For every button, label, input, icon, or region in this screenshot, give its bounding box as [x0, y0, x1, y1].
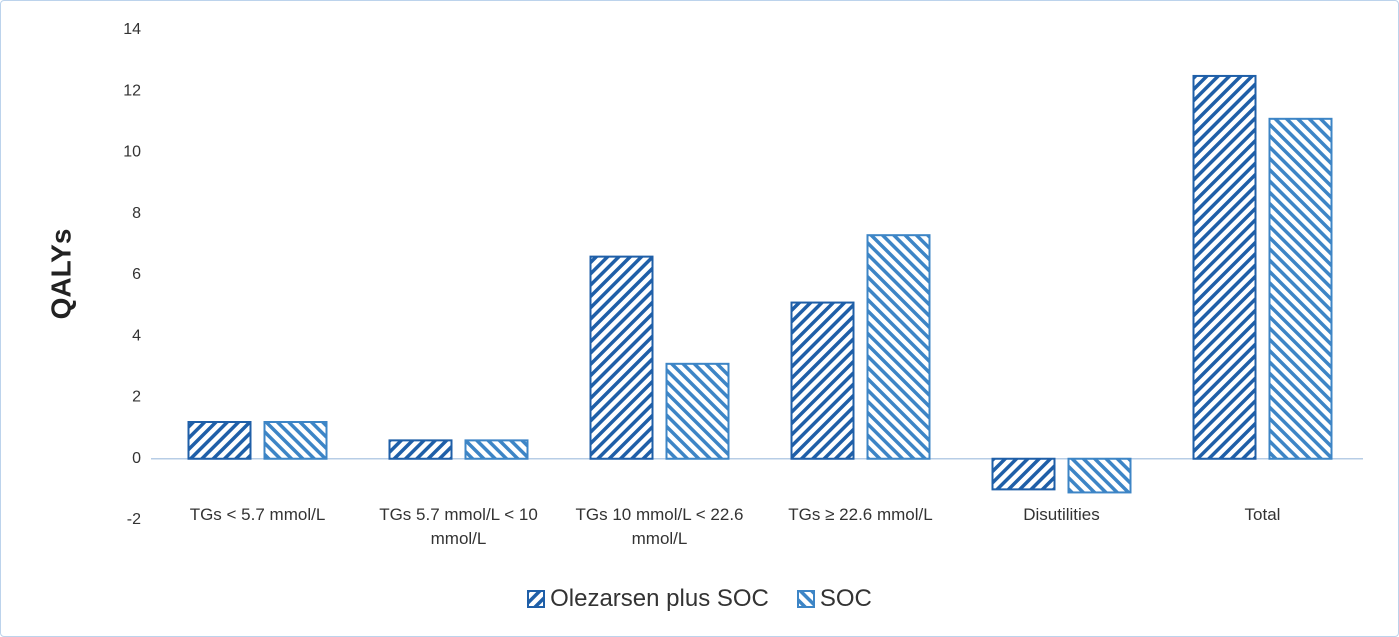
legend: Olezarsen plus SOC SOC [1, 585, 1398, 615]
legend-label: Olezarsen plus SOC [550, 585, 769, 612]
legend-item: SOC [796, 585, 872, 613]
x-tick-label: TGs 10 mmol/L < 22.6 mmol/L [575, 505, 744, 548]
y-tick-label: 10 [123, 144, 141, 161]
bar [1268, 117, 1333, 460]
bar [991, 457, 1056, 491]
y-tick-label: 0 [132, 450, 141, 467]
y-tick-label: 2 [132, 389, 141, 406]
bar [1192, 74, 1257, 460]
x-tick-label: Total [1244, 505, 1281, 524]
bar [187, 421, 252, 460]
legend-label: SOC [819, 585, 872, 612]
x-tick-label: TGs < 5.7 mmol/L [189, 505, 326, 524]
bar [589, 255, 654, 460]
y-tick-label: 6 [132, 266, 141, 283]
y-tick-label: -2 [127, 511, 141, 528]
bar [263, 421, 328, 460]
y-tick-label: 14 [123, 21, 141, 38]
x-tick-label: Disutilities [1023, 505, 1100, 524]
x-tick-label: TGs 5.7 mmol/L < 10 mmol/L [379, 505, 538, 548]
bar [790, 301, 855, 460]
legend-swatch-box [796, 590, 815, 608]
bar [464, 439, 529, 460]
legend-swatch-box [527, 590, 546, 608]
y-axis-label: QALYs [45, 229, 76, 320]
legend-item: Olezarsen plus SOC [527, 585, 769, 613]
bar [388, 439, 453, 460]
bar [665, 362, 730, 460]
legend-swatch [527, 590, 546, 608]
y-tick-label: 4 [132, 327, 141, 344]
x-tick-label: TGs ≥ 22.6 mmol/L [788, 505, 933, 524]
legend-swatch [796, 590, 815, 608]
y-tick-label: 12 [123, 82, 141, 99]
bar [866, 234, 931, 460]
bar [1067, 457, 1132, 494]
y-tick-label: 8 [132, 205, 141, 222]
